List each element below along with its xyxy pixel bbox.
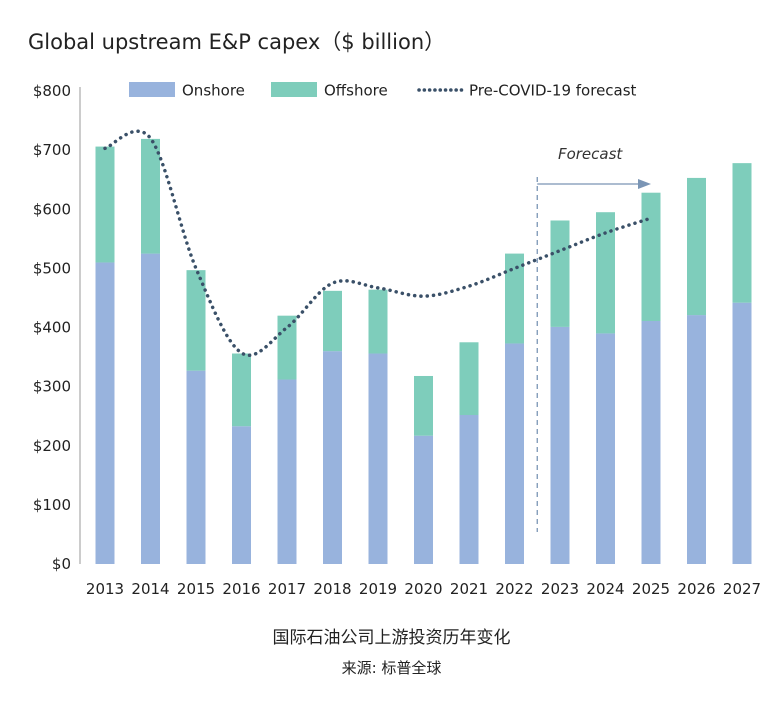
bar-onshore-2022 (505, 343, 524, 564)
forecast-annotation: Forecast (558, 145, 623, 163)
legend-forecast-label: Pre-COVID-19 forecast (469, 82, 637, 100)
y-tick-label: $500 (33, 259, 71, 277)
bar-offshore-2025 (641, 192, 661, 321)
bar-offshore-2023 (550, 220, 570, 327)
y-tick-label: $700 (33, 141, 71, 159)
x-tick-label: 2016 (222, 580, 260, 598)
bar-onshore-2019 (368, 353, 388, 564)
y-tick-label: $300 (33, 378, 71, 396)
bar-onshore-2017 (277, 379, 297, 564)
bar-onshore-2016 (232, 426, 251, 564)
legend-offshore-swatch (271, 82, 317, 97)
y-tick-label: $0 (52, 555, 71, 573)
bar-onshore-2021 (459, 415, 479, 564)
bar-onshore-2027 (732, 302, 752, 564)
forecast-arrow-head (638, 179, 651, 189)
legend-onshore-label: Onshore (182, 82, 245, 100)
bar-onshore-2013 (95, 262, 115, 564)
y-tick-label: $400 (33, 319, 71, 337)
x-tick-label: 2027 (723, 580, 761, 598)
x-tick-label: 2017 (268, 580, 306, 598)
bar-offshore-2013 (95, 146, 115, 263)
bar-onshore-2020 (414, 435, 433, 564)
bar-onshore-2026 (687, 315, 706, 564)
bar-onshore-2015 (186, 370, 206, 564)
bar-offshore-2020 (414, 375, 433, 436)
chart-caption: 国际石油公司上游投资历年变化 (272, 628, 511, 648)
bar-offshore-2021 (459, 342, 479, 416)
bar-onshore-2025 (641, 320, 661, 564)
x-tick-label: 2015 (177, 580, 215, 598)
y-tick-label: $600 (33, 200, 71, 218)
bar-onshore-2018 (323, 351, 342, 564)
x-tick-label: 2026 (677, 580, 715, 598)
x-tick-label: 2018 (313, 580, 351, 598)
x-tick-label: 2024 (586, 580, 624, 598)
y-tick-label: $200 (33, 437, 71, 455)
x-tick-label: 2013 (86, 580, 124, 598)
x-tick-label: 2014 (131, 580, 169, 598)
bar-onshore-2024 (596, 333, 615, 564)
chart-source: 来源: 标普全球 (341, 659, 442, 677)
bar-offshore-2019 (368, 289, 388, 354)
bar-offshore-2014 (141, 138, 160, 254)
x-tick-label: 2021 (450, 580, 488, 598)
pre-covid-forecast-line (103, 129, 653, 357)
forecast-divider-layer: Forecast (536, 145, 651, 532)
x-tick-label: 2020 (404, 580, 442, 598)
legend-onshore-swatch (129, 82, 175, 97)
y-tick-label: $100 (33, 496, 71, 514)
bar-offshore-2024 (596, 212, 615, 334)
x-tick-label: 2025 (632, 580, 670, 598)
bar-onshore-2023 (550, 326, 570, 564)
bar-onshore-2014 (141, 253, 160, 564)
bar-offshore-2027 (732, 163, 752, 303)
bar-offshore-2016 (232, 353, 251, 427)
legend-offshore-label: Offshore (324, 82, 388, 100)
x-tick-label: 2023 (541, 580, 579, 598)
y-tick-label: $800 (33, 82, 71, 100)
x-tick-label: 2019 (359, 580, 397, 598)
forecast-line-layer (103, 129, 653, 357)
chart-title: Global upstream E&P capex（$ billion） (28, 30, 446, 54)
bar-offshore-2017 (277, 315, 297, 380)
legend: Onshore Offshore Pre-COVID-19 forecast (129, 82, 637, 100)
bar-offshore-2026 (687, 177, 706, 316)
bar-offshore-2022 (505, 253, 524, 344)
bar-offshore-2015 (186, 270, 206, 371)
x-tick-label: 2022 (495, 580, 533, 598)
bars-layer (95, 138, 752, 564)
axis-layer: 2013 2014 2015 2016 2017 2018 2019 2020 2021 2022… (33, 82, 761, 598)
bar-offshore-2018 (323, 290, 342, 352)
